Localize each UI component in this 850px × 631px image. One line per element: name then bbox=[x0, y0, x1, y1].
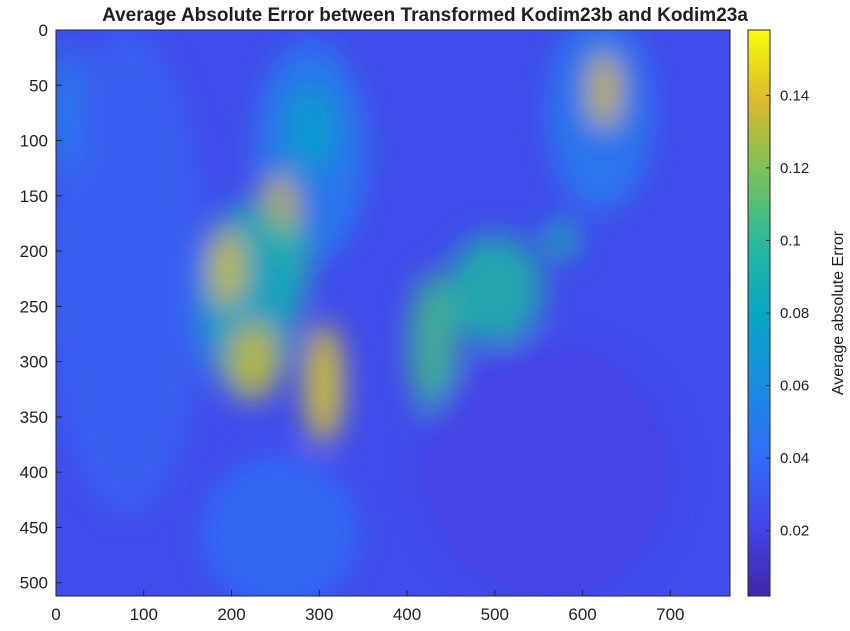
x-tick-label: 600 bbox=[568, 605, 596, 624]
heatmap-region-14 bbox=[543, 220, 579, 260]
heatmap-region-10 bbox=[227, 322, 280, 401]
chart-title: Average Absolute Error between Transform… bbox=[102, 5, 748, 26]
colorbar-tick-label: 0.12 bbox=[780, 160, 809, 177]
heatmap-region-8 bbox=[588, 52, 621, 130]
colorbar-tick-label: 0.1 bbox=[780, 232, 801, 249]
y-tick-label: 350 bbox=[20, 408, 48, 427]
heatmap-regions bbox=[56, 30, 680, 596]
x-tick-label: 200 bbox=[217, 605, 245, 624]
x-tick-label: 700 bbox=[656, 605, 684, 624]
x-axis: 0 100 200 300 400 500 600 700 bbox=[51, 590, 685, 624]
y-tick-label: 200 bbox=[20, 242, 48, 261]
colorbar-tick-label: 0.06 bbox=[780, 378, 809, 395]
x-tick-label: 500 bbox=[481, 605, 509, 624]
heatmap-region-12 bbox=[408, 273, 458, 417]
y-tick-label: 50 bbox=[29, 76, 48, 95]
plot-frame bbox=[55, 29, 731, 597]
colorbar: 0.02 0.04 0.06 0.08 0.1 0.12 0.14 Average abso… bbox=[747, 29, 847, 597]
heatmap-region-6 bbox=[304, 322, 343, 445]
heatmap-region-0 bbox=[56, 30, 206, 517]
x-tick-label: 300 bbox=[305, 605, 333, 624]
y-tick-label: 500 bbox=[20, 574, 48, 593]
y-tick-label: 0 bbox=[39, 21, 48, 40]
heatmap-region-13 bbox=[446, 234, 544, 346]
heatmap-region-15 bbox=[200, 455, 359, 596]
colorbar-label: Average absolute Error bbox=[830, 230, 847, 395]
y-tick-label: 250 bbox=[20, 297, 48, 316]
y-axis: 0 50 100 150 200 250 300 350 400 450 500 bbox=[20, 21, 62, 593]
plot-area bbox=[55, 29, 731, 597]
colorbar-tick-label: 0.04 bbox=[780, 450, 809, 467]
colorbar-ticks: 0.02 0.04 0.06 0.08 0.1 0.12 0.14 bbox=[766, 87, 809, 540]
colorbar-tick-label: 0.02 bbox=[780, 523, 809, 540]
colorbar-tick-label: 0.14 bbox=[780, 87, 809, 104]
x-tick-label: 100 bbox=[130, 605, 158, 624]
heatmap-region-16 bbox=[415, 339, 680, 596]
y-tick-label: 150 bbox=[20, 187, 48, 206]
y-tick-label: 400 bbox=[20, 463, 48, 482]
x-tick-label: 0 bbox=[51, 605, 60, 624]
heatmap-region-11 bbox=[209, 228, 245, 307]
y-tick-label: 300 bbox=[20, 353, 48, 372]
colorbar-tick-label: 0.08 bbox=[780, 305, 809, 322]
y-tick-label: 450 bbox=[20, 518, 48, 537]
y-tick-label: 100 bbox=[20, 132, 48, 151]
x-tick-label: 400 bbox=[393, 605, 421, 624]
heatmap-region-3 bbox=[284, 85, 337, 174]
